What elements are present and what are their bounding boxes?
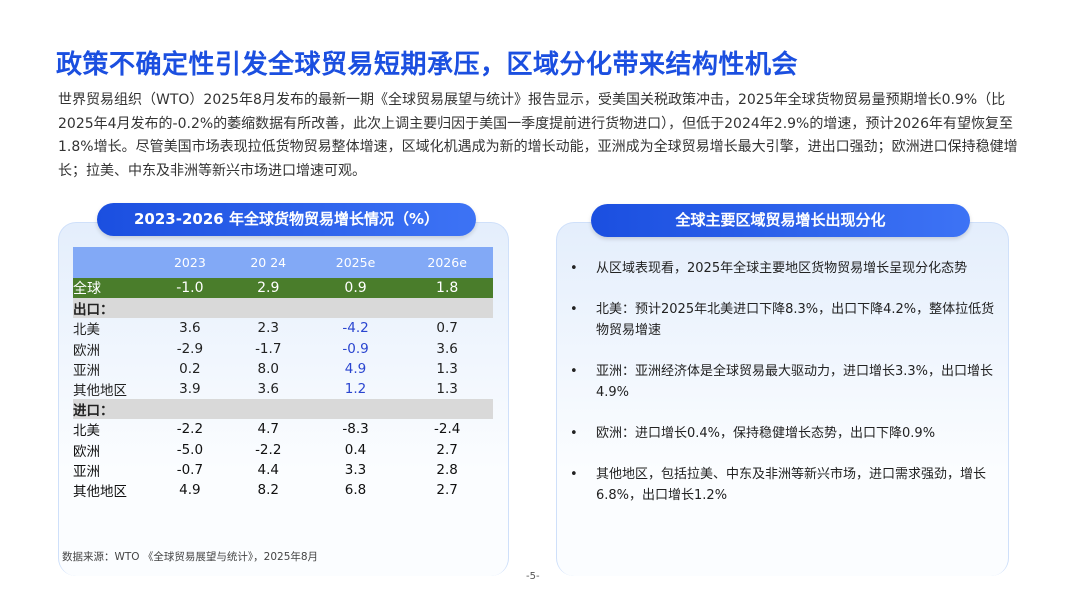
table-cell	[226, 298, 310, 319]
table-cell	[401, 399, 493, 420]
table-cell: 0.2	[179, 360, 201, 377]
row-label: 亚洲	[73, 463, 100, 480]
bullet-item: 其他地区，包括拉美、中东及非洲等新兴市场，进口需求强劲，增长6.8%，出口增长1…	[570, 464, 995, 506]
row-label: 北美	[73, 322, 100, 339]
data-source-note: 数据来源：WTO 《全球贸易展望与统计》，2025年8月	[62, 551, 319, 563]
row-label: 出口：	[73, 298, 153, 319]
bullet-item: 欧洲：进口增长0.4%，保持稳健增长态势，出口下降0.9%	[570, 423, 995, 444]
bullet-item: 北美：预计2025年北美进口下降8.3%，出口下降4.2%，整体拉低货物贸易增速	[570, 299, 995, 341]
table-row: 出口：	[73, 298, 493, 319]
table-row: 进口：	[73, 399, 493, 420]
table-cell: 4.9	[179, 481, 201, 498]
table-header-row: 2023 20 24 2025e 2026e	[73, 247, 493, 278]
column-header	[73, 247, 153, 278]
table-cell: 3.3	[344, 461, 367, 478]
left-panel-header: 2023-2026 年全球货物贸易增长情况（%）	[97, 203, 476, 236]
page-title: 政策不确定性引发全球贸易短期承压，区域分化带来结构性机会	[56, 50, 799, 80]
table-cell: 4.4	[257, 461, 279, 478]
column-header: 2023	[153, 247, 227, 278]
table-cell: 3.6	[179, 320, 201, 337]
row-label: 欧洲	[73, 342, 100, 359]
table-cell	[309, 399, 402, 420]
table-cell: -2.2	[255, 441, 282, 458]
table-cell: -2.4	[434, 421, 461, 438]
table-row: 亚洲 0.2 8.0 4.9 1.3	[73, 359, 493, 379]
table-row: 北美 3.6 2.3 -4.2 0.7	[73, 318, 493, 338]
column-header: 20 24	[226, 247, 310, 278]
table-cell: -2.9	[176, 340, 204, 357]
table-cell: 0.4	[344, 441, 367, 458]
table-cell: -4.2	[342, 320, 369, 337]
table-cell: 2.8	[436, 461, 458, 478]
table-cell: 1.8	[401, 278, 493, 299]
table-cell: 4.9	[344, 360, 367, 377]
table-row: 亚洲 -0.7 4.4 3.3 2.8	[73, 460, 493, 480]
table-cell: 3.6	[257, 381, 279, 398]
table-cell: 2.7	[436, 481, 458, 498]
table-row: 北美 -2.2 4.7 -8.3 -2.4	[73, 419, 493, 439]
table-cell: -0.7	[176, 461, 204, 478]
table-cell: 4.7	[257, 421, 279, 438]
bullet-item: 亚洲：亚洲经济体是全球贸易最大驱动力，进口增长3.3%，出口增长4.9%	[570, 361, 995, 403]
table-cell: 2.7	[436, 441, 458, 458]
row-label: 其他地区	[73, 383, 127, 400]
table-cell	[153, 399, 227, 420]
table-cell: 0.7	[436, 320, 458, 337]
row-label: 进口：	[73, 399, 153, 420]
table-cell: -1.7	[255, 340, 282, 357]
column-header: 2025e	[309, 247, 402, 278]
column-header: 2026e	[401, 247, 493, 278]
table-cell: 1.2	[344, 381, 367, 398]
right-panel-header: 全球主要区域贸易增长出现分化	[591, 204, 970, 237]
table-cell: 6.8	[344, 481, 367, 498]
trade-growth-table: 2023 20 24 2025e 2026e 全球 -1.0 2.9 0.9 1.8 出口…	[73, 247, 493, 500]
table-cell	[309, 298, 402, 319]
table-row: 欧洲 -2.9 -1.7 -0.9 3.6	[73, 339, 493, 359]
table-cell: 3.9	[179, 381, 201, 398]
table-cell: 2.3	[257, 320, 279, 337]
table-row: 全球 -1.0 2.9 0.9 1.8	[73, 278, 493, 299]
bullet-item: 从区域表现看，2025年全球主要地区货物贸易增长呈现分化态势	[570, 258, 995, 279]
table-cell: 8.0	[257, 360, 279, 377]
row-label: 欧洲	[73, 443, 100, 460]
table-cell: 1.3	[436, 381, 458, 398]
table-cell: 3.6	[436, 340, 458, 357]
table-cell	[153, 298, 227, 319]
table-row: 其他地区 4.9 8.2 6.8 2.7	[73, 480, 493, 500]
table-cell	[401, 298, 493, 319]
table-cell: 0.9	[309, 278, 402, 299]
row-label: 其他地区	[73, 483, 127, 500]
table-cell: 2.9	[226, 278, 310, 299]
intro-paragraph: 世界贸易组织（WTO）2025年8月发布的最新一期《全球贸易展望与统计》报告显示…	[58, 92, 1018, 179]
row-label: 亚洲	[73, 362, 100, 379]
table-row: 欧洲 -5.0 -2.2 0.4 2.7	[73, 440, 493, 460]
table-cell: -1.0	[153, 278, 227, 299]
bullet-list: 从区域表现看，2025年全球主要地区货物贸易增长呈现分化态势 北美：预计2025…	[570, 258, 995, 506]
table-cell	[226, 399, 310, 420]
table-cell: -8.3	[342, 421, 369, 438]
row-label: 全球	[73, 278, 153, 299]
table-cell: -0.9	[342, 340, 369, 357]
row-label: 北美	[73, 423, 100, 440]
table-cell: -2.2	[176, 421, 204, 438]
page-number: -5-	[526, 571, 540, 582]
table-cell: 8.2	[257, 481, 279, 498]
table-cell: 1.3	[436, 360, 458, 377]
table-cell: -5.0	[176, 441, 204, 458]
table-row: 其他地区 3.9 3.6 1.2 1.3	[73, 379, 493, 399]
